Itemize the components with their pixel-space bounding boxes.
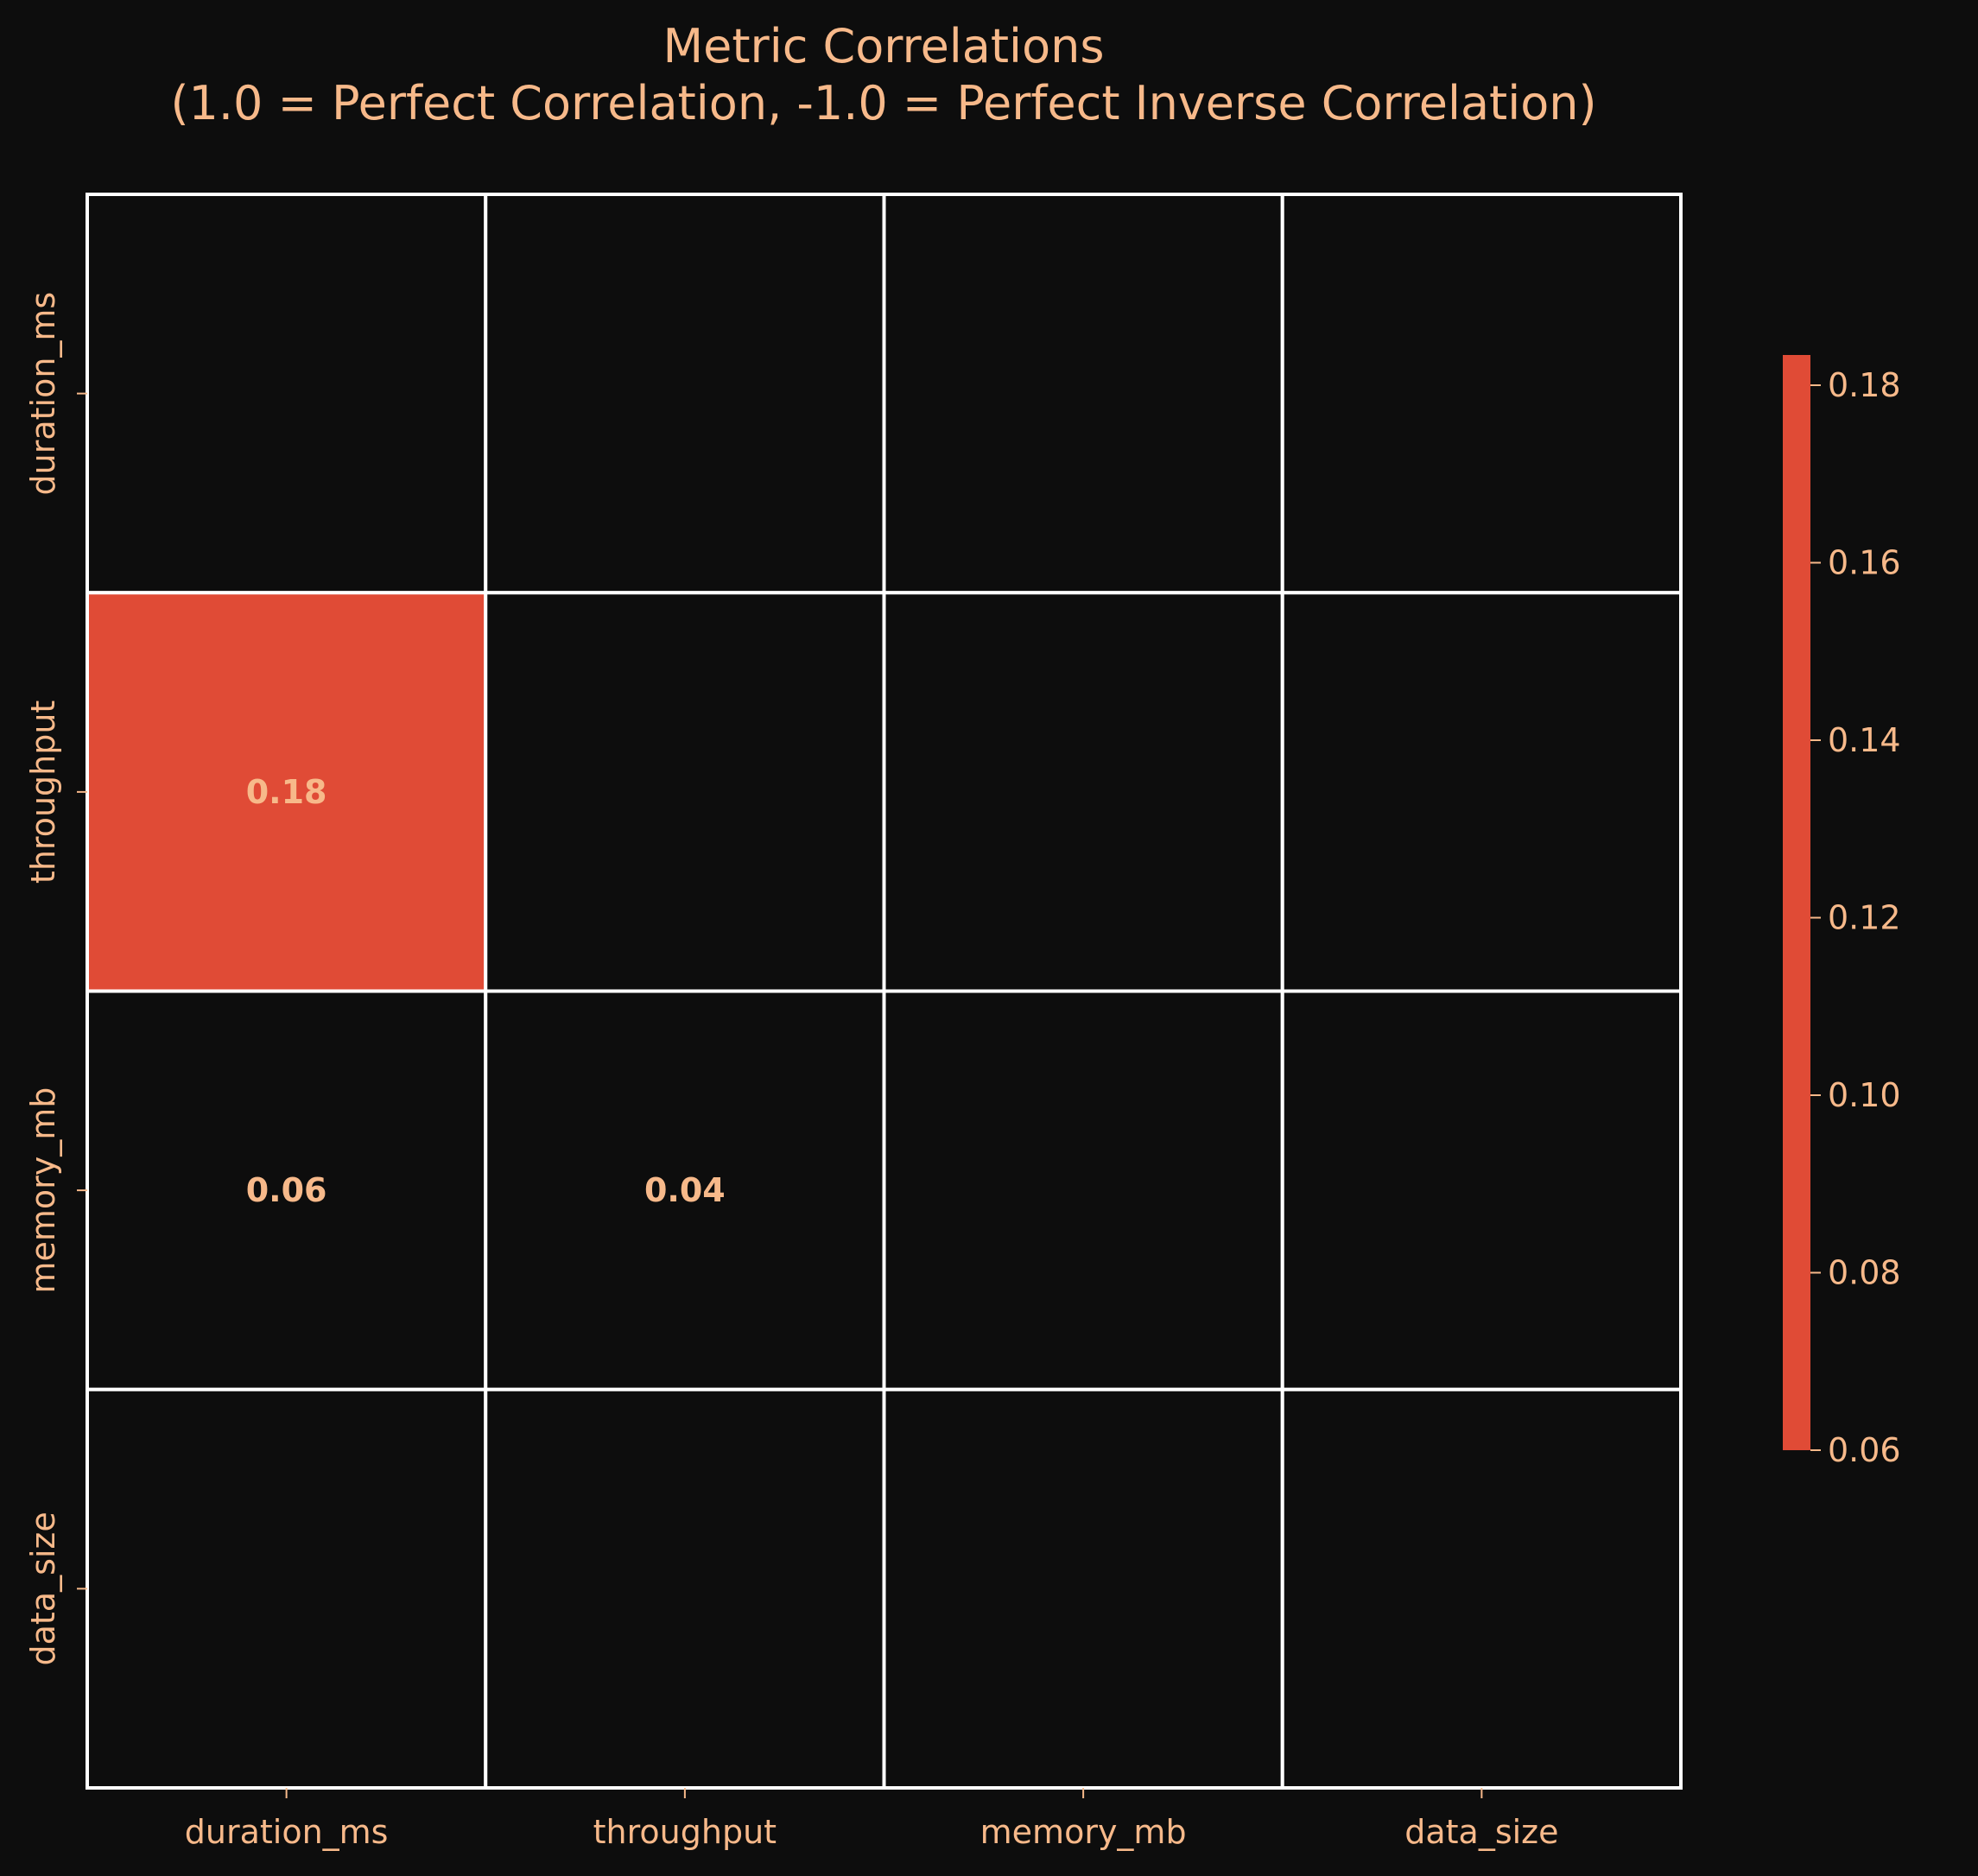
chart-subtitle: (1.0 = Perfect Correlation, -1.0 = Perfe… bbox=[170, 76, 1596, 130]
cell-value-label: 0.04 bbox=[644, 1171, 726, 1209]
heatmap-cell-memory_mb-throughput bbox=[484, 989, 886, 1391]
cell-value-label: 0.18 bbox=[246, 773, 327, 811]
heatmap-cell-throughput-duration_ms bbox=[86, 591, 488, 993]
heatmap-cell-memory_mb-duration_ms bbox=[86, 989, 488, 1391]
heatmap-cell-memory_mb-data_size bbox=[1280, 989, 1683, 1391]
heatmap-cell-data_size-throughput bbox=[484, 1387, 886, 1790]
x-axis: duration_ms throughput memory_mb data_size bbox=[185, 1788, 1559, 1851]
colorbar-tick-label: 0.12 bbox=[1828, 899, 1901, 937]
heatmap-cell-throughput-memory_mb bbox=[882, 591, 1284, 993]
heatmap-cell-memory_mb-memory_mb bbox=[882, 989, 1284, 1391]
heatmap-cell-throughput-data_size bbox=[1280, 591, 1683, 993]
y-tick-label-data_size: data_size bbox=[24, 1512, 62, 1665]
heatmap-cell-labels: 0.18 0.06 0.04 bbox=[246, 773, 726, 1209]
colorbar-tick-label: 0.18 bbox=[1828, 366, 1901, 404]
heatmap-cell-data_size-memory_mb bbox=[882, 1387, 1284, 1790]
x-tick-label-memory_mb: memory_mb bbox=[980, 1813, 1187, 1851]
y-tick-label-duration_ms: duration_ms bbox=[24, 292, 62, 496]
heatmap-cell-duration_ms-data_size bbox=[1280, 193, 1683, 595]
colorbar-tick-label: 0.16 bbox=[1828, 544, 1901, 582]
y-axis: duration_ms throughput memory_mb data_size bbox=[24, 292, 87, 1666]
heatmap-cell-throughput-throughput bbox=[484, 591, 886, 993]
colorbar-tick-label: 0.10 bbox=[1828, 1076, 1901, 1114]
x-tick-label-data_size: data_size bbox=[1404, 1813, 1558, 1851]
colorbar-tick-label: 0.06 bbox=[1828, 1431, 1901, 1469]
heatmap-cell-data_size-duration_ms bbox=[86, 1387, 488, 1790]
cell-value-label: 0.06 bbox=[246, 1171, 327, 1209]
heatmap-cell-data_size-data_size bbox=[1280, 1387, 1683, 1790]
colorbar: 0.06 0.08 0.10 0.12 0.14 0.16 0.18 bbox=[1783, 355, 1901, 1469]
heatmap-cell-duration_ms-throughput bbox=[484, 193, 886, 595]
colorbar-tick-label: 0.14 bbox=[1828, 721, 1901, 759]
heatmap-cell-duration_ms-duration_ms bbox=[86, 193, 488, 595]
chart-title: Metric Correlations bbox=[663, 19, 1105, 73]
x-tick-label-duration_ms: duration_ms bbox=[185, 1813, 389, 1851]
y-tick-label-memory_mb: memory_mb bbox=[24, 1087, 62, 1294]
y-tick-label-throughput: throughput bbox=[24, 700, 62, 884]
colorbar-tick-label: 0.08 bbox=[1828, 1254, 1901, 1292]
heatmap-cell-duration_ms-memory_mb bbox=[882, 193, 1284, 595]
heatmap-cells bbox=[86, 193, 1683, 1790]
x-tick-label-throughput: throughput bbox=[593, 1813, 777, 1851]
colorbar-gradient bbox=[1783, 355, 1810, 1450]
